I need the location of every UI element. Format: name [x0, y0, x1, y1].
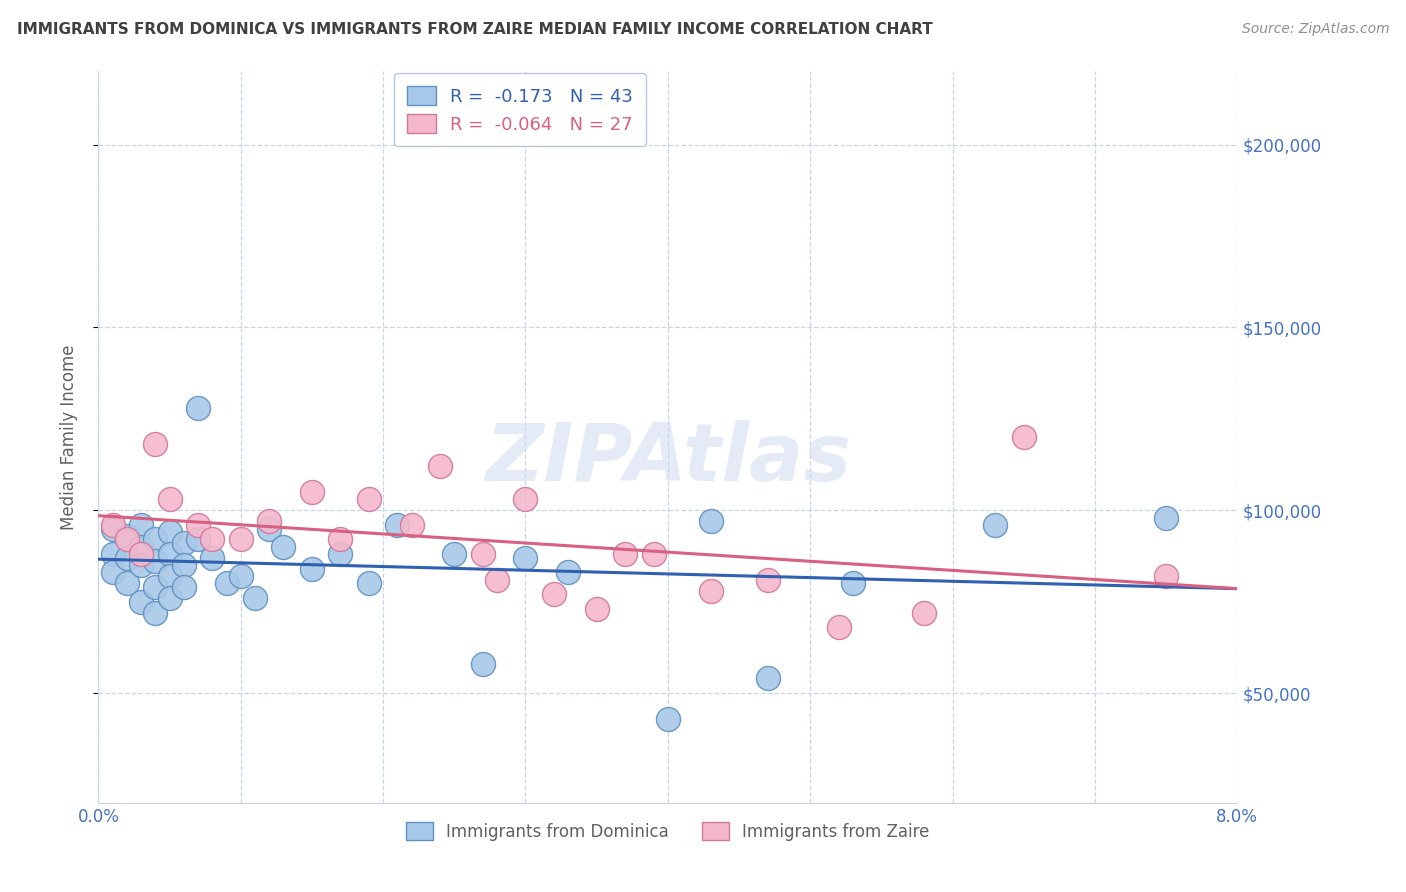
- Point: [515, 492, 537, 507]
- Point: [842, 576, 865, 591]
- Point: [443, 547, 465, 561]
- Legend: Immigrants from Dominica, Immigrants from Zaire: Immigrants from Dominica, Immigrants fro…: [398, 814, 938, 849]
- Point: [187, 533, 209, 547]
- Point: [614, 547, 637, 561]
- Point: [115, 576, 138, 591]
- Point: [1012, 430, 1035, 444]
- Point: [173, 580, 195, 594]
- Point: [201, 533, 224, 547]
- Point: [159, 591, 181, 605]
- Point: [585, 602, 607, 616]
- Point: [173, 536, 195, 550]
- Point: [115, 550, 138, 565]
- Point: [387, 517, 409, 532]
- Point: [129, 594, 152, 608]
- Point: [984, 517, 1007, 532]
- Point: [301, 484, 323, 499]
- Point: [259, 514, 281, 528]
- Y-axis label: Median Family Income: Median Family Income: [59, 344, 77, 530]
- Point: [471, 657, 494, 671]
- Point: [557, 566, 579, 580]
- Point: [329, 533, 352, 547]
- Point: [159, 569, 181, 583]
- Point: [912, 606, 935, 620]
- Point: [756, 573, 779, 587]
- Text: ZIPAtlas: ZIPAtlas: [485, 420, 851, 498]
- Point: [101, 521, 124, 535]
- Point: [357, 576, 380, 591]
- Point: [215, 576, 238, 591]
- Point: [273, 540, 295, 554]
- Point: [145, 554, 167, 568]
- Point: [201, 550, 224, 565]
- Point: [115, 533, 138, 547]
- Point: [145, 437, 167, 451]
- Point: [1154, 569, 1177, 583]
- Point: [1154, 510, 1177, 524]
- Point: [145, 606, 167, 620]
- Text: Source: ZipAtlas.com: Source: ZipAtlas.com: [1241, 22, 1389, 37]
- Point: [129, 540, 152, 554]
- Point: [243, 591, 266, 605]
- Point: [187, 401, 209, 415]
- Point: [259, 521, 281, 535]
- Point: [756, 672, 779, 686]
- Point: [699, 514, 721, 528]
- Point: [159, 525, 181, 540]
- Text: IMMIGRANTS FROM DOMINICA VS IMMIGRANTS FROM ZAIRE MEDIAN FAMILY INCOME CORRELATI: IMMIGRANTS FROM DOMINICA VS IMMIGRANTS F…: [17, 22, 932, 37]
- Point: [471, 547, 494, 561]
- Point: [129, 558, 152, 573]
- Point: [101, 517, 124, 532]
- Point: [329, 547, 352, 561]
- Point: [401, 517, 423, 532]
- Point: [145, 533, 167, 547]
- Point: [657, 712, 679, 726]
- Point: [699, 583, 721, 598]
- Point: [159, 492, 181, 507]
- Point: [159, 547, 181, 561]
- Point: [229, 533, 252, 547]
- Point: [173, 558, 195, 573]
- Point: [129, 517, 152, 532]
- Point: [515, 550, 537, 565]
- Point: [543, 587, 565, 601]
- Point: [129, 547, 152, 561]
- Point: [101, 547, 124, 561]
- Point: [357, 492, 380, 507]
- Point: [486, 573, 509, 587]
- Point: [429, 459, 451, 474]
- Point: [828, 620, 851, 634]
- Point: [115, 529, 138, 543]
- Point: [101, 566, 124, 580]
- Point: [145, 580, 167, 594]
- Point: [643, 547, 665, 561]
- Point: [301, 562, 323, 576]
- Point: [187, 517, 209, 532]
- Point: [229, 569, 252, 583]
